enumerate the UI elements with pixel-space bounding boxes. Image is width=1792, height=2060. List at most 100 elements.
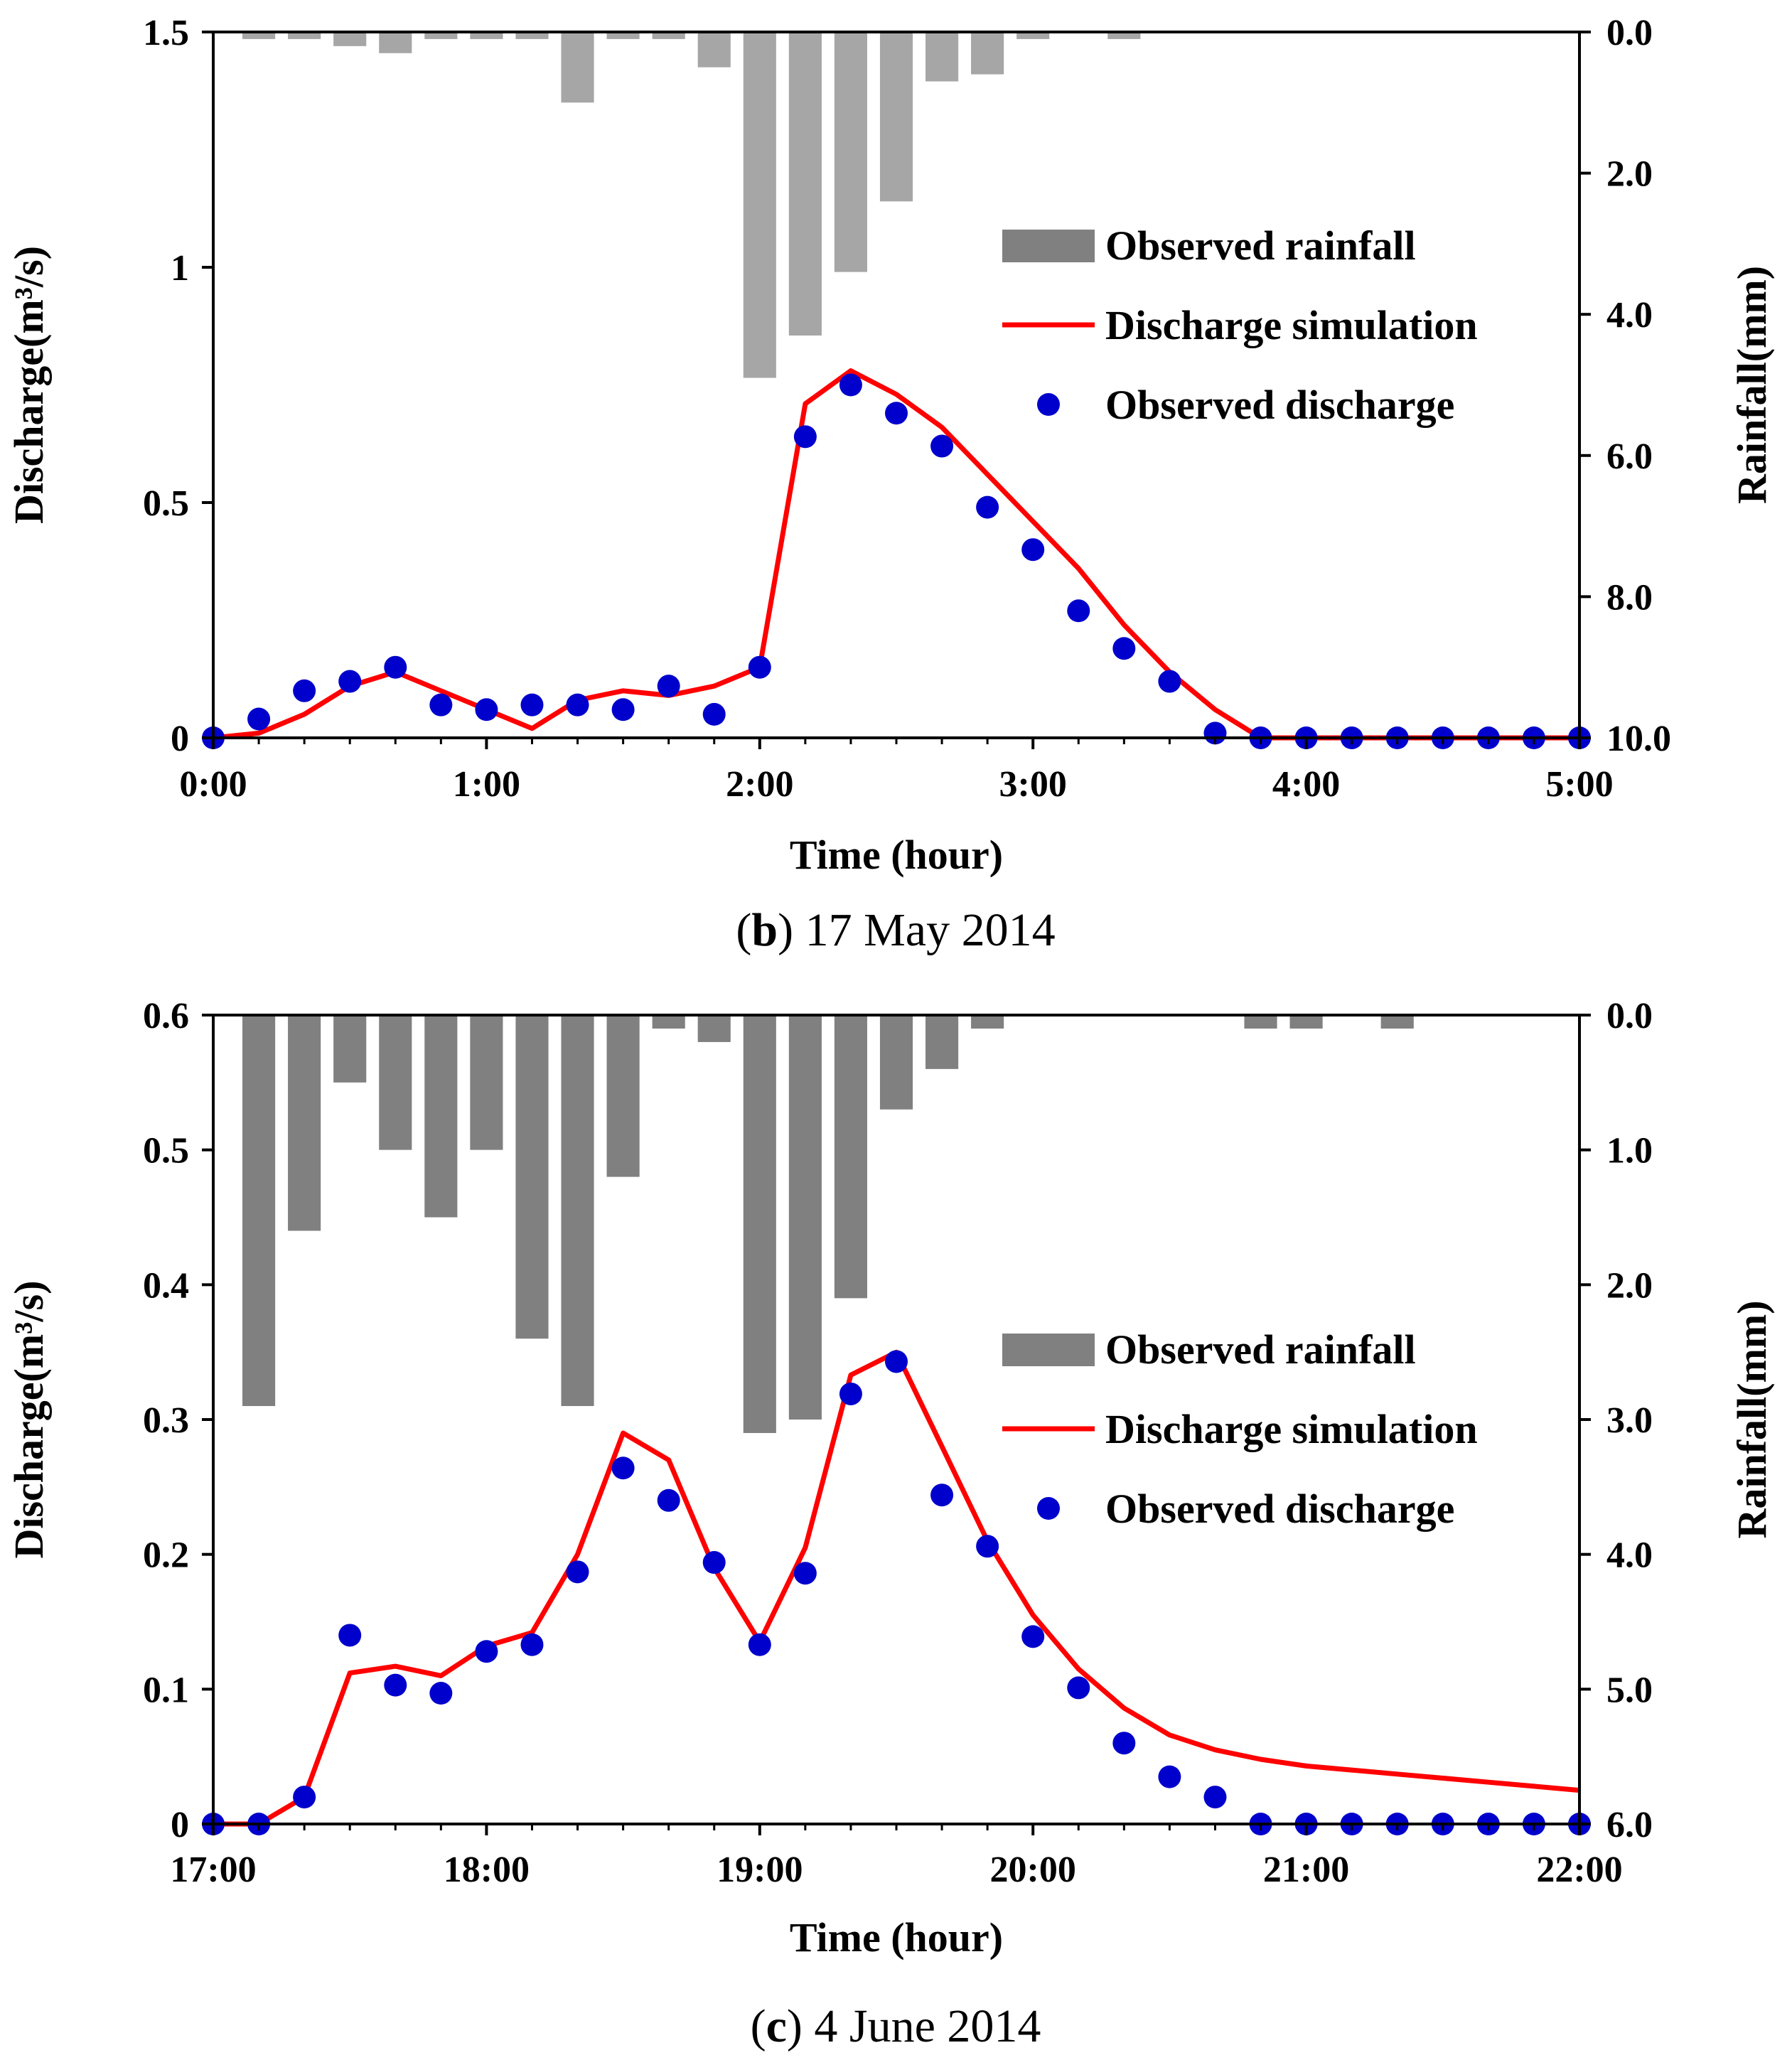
rainfall-bar [1107, 32, 1141, 39]
x-tick-label: 5:00 [1545, 764, 1613, 805]
observed-discharge-point [657, 1488, 680, 1512]
rainfall-bar [606, 1015, 640, 1177]
observed-discharge-point [384, 1673, 407, 1697]
observed-discharge-point [1112, 1732, 1136, 1755]
rainfall-bar [242, 32, 276, 39]
legend-label-rainfall: Observed rainfall [1105, 1326, 1416, 1373]
observed-discharge-point [1158, 1765, 1181, 1788]
legend-swatch-observed [1037, 393, 1060, 416]
rainfall-bar [333, 32, 367, 46]
legend-swatch-rainfall [1002, 230, 1095, 262]
observed-discharge-point [1021, 1625, 1045, 1648]
rainfall-bar [379, 1015, 412, 1150]
rainfall-bar [424, 32, 458, 39]
observed-discharge-point [885, 402, 908, 425]
observed-discharge-point [793, 425, 817, 449]
legend-label-simulation: Discharge simulation [1105, 302, 1478, 348]
legend: Observed rainfall Discharge simulation Obs… [1002, 1326, 1478, 1532]
observed-discharge-point [520, 1633, 544, 1656]
rainfall-bar [697, 1015, 731, 1042]
x-tick-label: 3:00 [999, 764, 1067, 805]
observed-discharge-point [475, 698, 498, 721]
rainfall-bar [971, 32, 1004, 75]
observed-discharge-point [885, 1350, 908, 1373]
y2-tick-label: 10.0 [1606, 719, 1671, 759]
caption-text: 17 May 2014 [805, 904, 1056, 956]
rainfall-bar [1380, 1015, 1414, 1029]
observed-discharge-point [338, 1624, 362, 1647]
rainfall-bar [515, 32, 549, 39]
rainfall-bar [652, 1015, 685, 1029]
legend-label-rainfall: Observed rainfall [1105, 222, 1416, 269]
y-tick-label: 0.4 [143, 1265, 189, 1306]
rainfall-bar [561, 1015, 594, 1407]
x-tick-label: 4:00 [1272, 764, 1340, 805]
y2-tick-label: 3.0 [1606, 1400, 1653, 1441]
observed-discharge-point [1021, 538, 1045, 562]
rainfall-bar [242, 1015, 276, 1407]
rainfall-bar [925, 1015, 959, 1069]
y-tick-label: 0.1 [143, 1670, 189, 1710]
x-tick-label: 17:00 [170, 1850, 256, 1890]
observed-discharge-point [338, 670, 362, 693]
observed-discharge-point [429, 693, 453, 717]
observed-discharge-point [1112, 637, 1136, 660]
rainfall-bar [925, 32, 959, 82]
observed-discharge-point [1067, 1676, 1090, 1700]
rainfall-bar [788, 1015, 822, 1420]
x-tick-label: 1:00 [453, 764, 520, 805]
rainfall-bar [697, 32, 731, 68]
legend-swatch-observed [1037, 1497, 1060, 1520]
rainfall-bar [743, 1015, 776, 1433]
rainfall-bar [333, 1015, 367, 1083]
rainfall-bar [288, 1015, 321, 1231]
y2-tick-label: 5.0 [1606, 1670, 1653, 1710]
rainfall-bar [470, 32, 503, 39]
x-axis-title: Time (hour) [790, 1914, 1003, 1960]
y-tick-label: 0.5 [143, 1131, 189, 1171]
y-axis-title: Discharge(m³/s) [6, 1280, 52, 1558]
observed-discharge-point [930, 1484, 954, 1507]
observed-discharge-point [793, 1562, 817, 1585]
caption-label: c [766, 2000, 787, 2052]
rainfall-bar [743, 32, 776, 378]
x-tick-label: 19:00 [717, 1850, 803, 1890]
legend: Observed rainfall Discharge simulation Obs… [1002, 222, 1478, 428]
rainfall-bar [424, 1015, 458, 1218]
rainfall-bar [1289, 1015, 1323, 1029]
chart-panel-b: (b) 17 May 2014 0:00 1:00 2:00 3:00 4:00 5:00… [6, 13, 1775, 956]
observed-discharge-point [520, 693, 544, 717]
observed-discharge-point [566, 693, 589, 717]
y2-axis-title: Rainfall(mm) [1729, 266, 1775, 504]
y2-tick-label: 0.0 [1606, 13, 1653, 53]
rainfall-bar [288, 32, 321, 39]
y2-tick-label: 2.0 [1606, 1265, 1653, 1306]
y-tick-label: 0 [171, 1805, 189, 1845]
y-tick-label: 0 [171, 719, 189, 759]
x-tick-label: 21:00 [1263, 1850, 1349, 1890]
y-tick-label: 0.5 [143, 483, 189, 524]
observed-discharge-point [1158, 670, 1181, 693]
caption-c: (c) 4 June 2014 [751, 2000, 1041, 2052]
legend-label-observed: Observed discharge [1105, 382, 1454, 428]
observed-discharge-point [839, 373, 862, 397]
y-tick-label: 1 [171, 248, 189, 289]
y2-tick-label: 1.0 [1606, 1131, 1653, 1171]
y2-axis-title: Rainfall(mm) [1729, 1300, 1775, 1538]
observed-discharge-point [930, 434, 954, 458]
observed-discharge-point [429, 1682, 453, 1705]
legend-label-simulation: Discharge simulation [1105, 1406, 1478, 1452]
observed-discharge-point [611, 1457, 635, 1480]
y-tick-label: 0.6 [143, 996, 189, 1036]
observed-discharge-point [657, 675, 680, 698]
rainfall-bar [379, 32, 412, 53]
rainfall-bar [606, 32, 640, 39]
x-axis-title: Time (hour) [790, 832, 1003, 878]
rainfall-bar [879, 32, 913, 202]
observed-discharge-point [702, 702, 726, 726]
observed-discharge-point [293, 1786, 316, 1809]
observed-discharge-point [976, 495, 999, 519]
observed-discharge-point [748, 655, 771, 679]
y2-tick-label: 2.0 [1606, 154, 1653, 195]
x-tick-label: 18:00 [444, 1850, 530, 1890]
